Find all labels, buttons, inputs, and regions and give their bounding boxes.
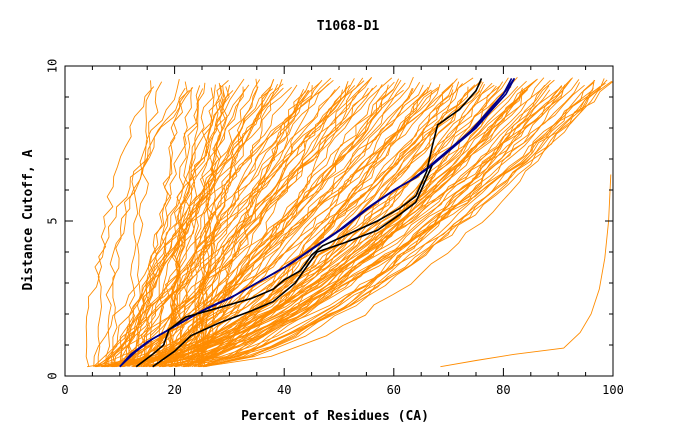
model-curve bbox=[138, 79, 274, 367]
model-curve bbox=[144, 84, 383, 368]
model-curve bbox=[97, 86, 155, 367]
model-curve bbox=[157, 84, 298, 367]
axes bbox=[64, 65, 614, 377]
x-tick-label: 40 bbox=[277, 383, 291, 397]
model-curve bbox=[104, 80, 613, 368]
model-curve bbox=[138, 76, 373, 367]
model-curve bbox=[185, 82, 406, 367]
model-curve bbox=[128, 80, 152, 367]
x-tick-label: 0 bbox=[61, 383, 68, 397]
model-curve bbox=[104, 85, 550, 368]
model-curve bbox=[174, 77, 474, 368]
model-curve bbox=[122, 81, 504, 368]
model-curve bbox=[137, 88, 564, 368]
model-curve bbox=[140, 83, 330, 367]
model-curve bbox=[145, 84, 348, 367]
model-curve bbox=[96, 77, 573, 368]
model-curve bbox=[105, 79, 180, 367]
x-tick-label: 100 bbox=[602, 383, 624, 397]
model-curve bbox=[179, 89, 246, 367]
model-curve bbox=[111, 79, 402, 368]
model-curve bbox=[144, 82, 206, 367]
highlight-curves bbox=[119, 77, 516, 368]
y-axis-label: Distance Cutoff, A bbox=[21, 149, 36, 290]
x-tick-label: 20 bbox=[167, 383, 181, 397]
model-curve bbox=[133, 85, 519, 368]
model-curve bbox=[93, 79, 334, 367]
model-curve bbox=[100, 84, 585, 368]
series-line-highlight_black-3 bbox=[135, 78, 483, 368]
model-curve bbox=[99, 77, 393, 368]
model-curve bbox=[134, 89, 427, 368]
model-curve bbox=[159, 85, 563, 368]
x-axis-label: Percent of Residues (CA) bbox=[241, 409, 429, 424]
model-curve bbox=[158, 87, 186, 367]
model-curve bbox=[122, 84, 250, 367]
model-curve bbox=[122, 85, 563, 368]
model-curve bbox=[151, 82, 606, 368]
x-tick-labels: 0 20 40 60 80 100 bbox=[61, 383, 623, 397]
model-curve bbox=[127, 86, 244, 367]
model-curve bbox=[440, 174, 612, 368]
model-curve bbox=[140, 82, 480, 368]
model-curve bbox=[120, 84, 279, 367]
model-curve bbox=[121, 83, 284, 367]
model-curve bbox=[203, 78, 605, 368]
model-curve bbox=[189, 80, 365, 367]
model-curve bbox=[102, 86, 512, 368]
model-curve bbox=[93, 89, 336, 368]
model-curve bbox=[160, 76, 414, 367]
model-curve bbox=[199, 85, 512, 368]
model-curve bbox=[111, 85, 313, 367]
x-tick-label: 60 bbox=[387, 383, 401, 397]
model-curve bbox=[175, 77, 545, 368]
y-tick-labels: 0 5 10 bbox=[46, 59, 60, 380]
model-curve bbox=[113, 83, 533, 368]
model-curve bbox=[87, 78, 538, 368]
model-curve bbox=[201, 83, 486, 368]
model-curve bbox=[120, 84, 350, 367]
model-curve bbox=[163, 87, 594, 368]
x-tick-label: 80 bbox=[496, 383, 510, 397]
model-curve bbox=[199, 87, 523, 368]
model-curve bbox=[96, 81, 369, 368]
series-line-highlight_black-4 bbox=[152, 164, 433, 368]
model-curve bbox=[158, 82, 580, 368]
model-curve bbox=[184, 79, 596, 368]
model-curve bbox=[101, 81, 614, 368]
model-curve bbox=[174, 84, 566, 368]
model-curve bbox=[137, 81, 163, 367]
model-curve bbox=[197, 83, 441, 368]
model-curve bbox=[117, 85, 378, 368]
y-tick-label: 0 bbox=[46, 372, 60, 379]
model-curve bbox=[85, 87, 194, 367]
model-curve bbox=[145, 79, 551, 368]
model-curve bbox=[197, 79, 323, 367]
model-curve bbox=[151, 81, 322, 367]
model-curve bbox=[127, 78, 458, 368]
model-curve bbox=[107, 77, 332, 367]
model-curve bbox=[147, 79, 261, 367]
y-tick-label: 5 bbox=[46, 217, 60, 224]
chart-title: T1068-D1 bbox=[317, 19, 380, 34]
model-curve bbox=[111, 81, 481, 368]
model-curve bbox=[169, 81, 395, 367]
series-line-highlight_blue-2 bbox=[119, 78, 513, 368]
model-curve bbox=[107, 84, 476, 368]
model-curve bbox=[186, 85, 273, 367]
model-curve bbox=[114, 78, 572, 368]
y-tick-label: 10 bbox=[46, 59, 60, 73]
background-model-curves bbox=[85, 76, 614, 368]
model-curve bbox=[145, 89, 526, 368]
